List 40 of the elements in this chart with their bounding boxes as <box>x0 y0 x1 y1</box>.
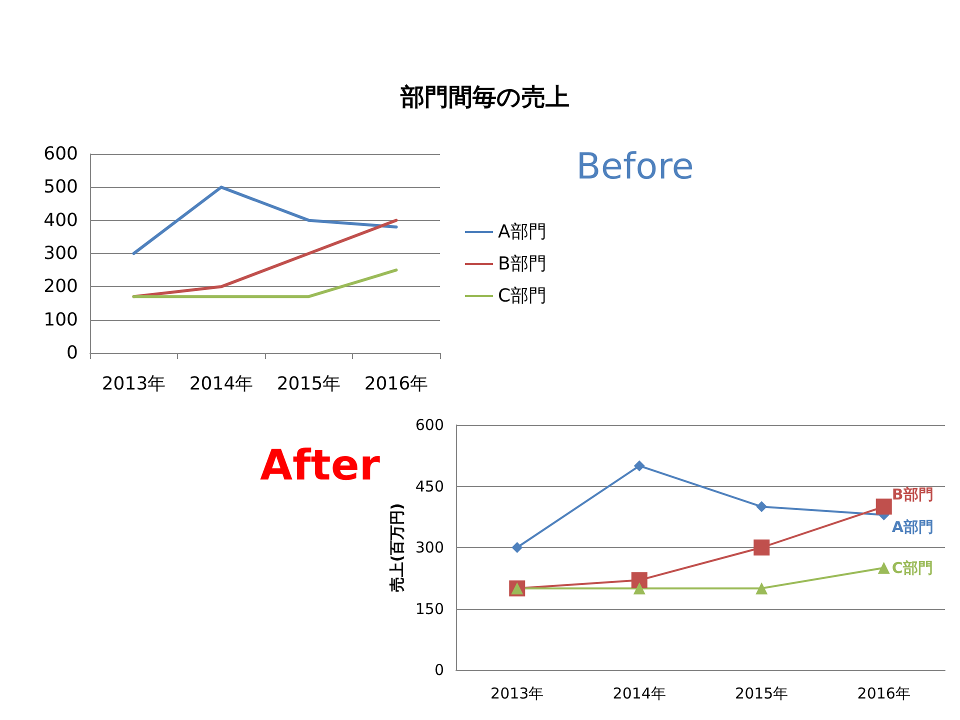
y-tick-label: 400 <box>44 210 78 231</box>
text: Before <box>576 146 694 188</box>
text: After <box>260 440 380 490</box>
y-tick-label: 450 <box>415 477 444 496</box>
y-tick-label: 300 <box>415 538 444 556</box>
y-tick-label: 200 <box>44 276 78 298</box>
x-tick-label: 2016年 <box>857 684 910 702</box>
point <box>754 540 770 556</box>
x-tick-label: 2013年 <box>102 374 166 394</box>
chart-title: 部門間毎の売上 <box>400 83 570 111</box>
y-tick-label: 0 <box>66 342 78 364</box>
y-axis-title: 売上(百万円) <box>388 503 406 592</box>
legend-label: C部門 <box>498 286 547 306</box>
y-tick-label: 0 <box>434 661 444 679</box>
y-tick-label: 150 <box>415 600 444 618</box>
x-tick-label: 2015年 <box>735 684 788 702</box>
series-label: C部門 <box>892 558 933 577</box>
x-tick-label: 2015年 <box>276 374 341 394</box>
x-tick-label: 2014年 <box>189 374 254 394</box>
point <box>633 582 646 594</box>
point <box>512 542 523 553</box>
y-tick-label: 100 <box>44 309 78 330</box>
x-tick-label: 2014年 <box>612 684 666 702</box>
point <box>756 582 768 594</box>
series-label: A部門 <box>892 518 934 536</box>
point <box>756 501 768 512</box>
legend-label: A部門 <box>498 222 546 242</box>
legend-label: B部門 <box>498 254 546 274</box>
x-tick-label: 2013年 <box>490 684 544 702</box>
y-tick-label: 300 <box>44 243 78 264</box>
point <box>878 562 890 574</box>
line-series <box>132 186 398 255</box>
point <box>876 498 892 515</box>
series-label: B部門 <box>892 486 934 504</box>
x-tick-label: 2016年 <box>364 374 428 394</box>
point <box>631 572 648 588</box>
point <box>634 460 645 472</box>
y-tick-label: 500 <box>44 176 78 198</box>
y-tick-label: 600 <box>44 144 78 164</box>
y-tick-label: 600 <box>415 416 444 434</box>
